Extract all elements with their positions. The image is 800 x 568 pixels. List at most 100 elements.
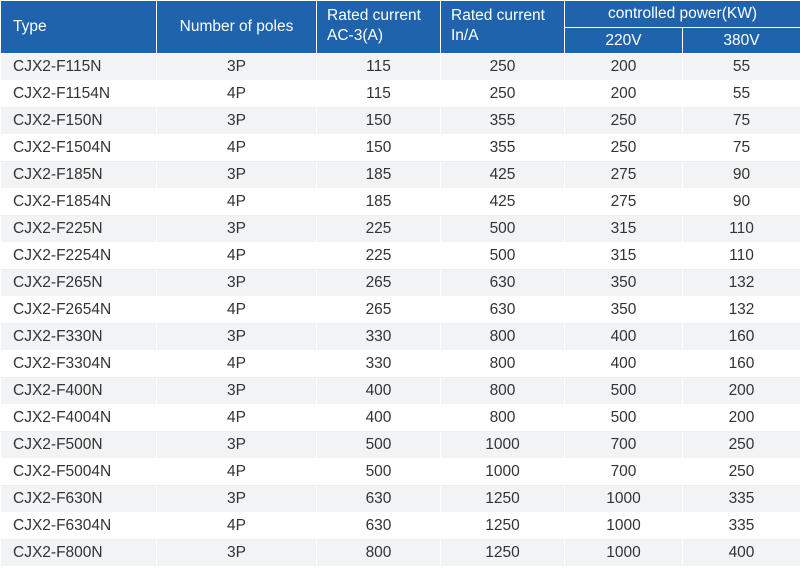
cell-rated-ac3: 330	[316, 323, 441, 351]
table-header: Type Number of poles Rated current AC-3(…	[0, 0, 800, 54]
cell-rated-ac3: 400	[316, 404, 441, 432]
cell-power-220v: 350	[564, 296, 683, 324]
table-row: CJX2-F150N 3P 150 355 250 75	[0, 107, 800, 135]
cell-power-380v: 75	[682, 107, 800, 135]
cell-rated-ac3: 225	[316, 242, 441, 270]
cell-type: CJX2-F630N	[0, 485, 157, 513]
cell-rated-in: 1250	[440, 512, 565, 540]
cell-rated-in: 250	[440, 80, 565, 108]
header-rated-in-line1: Rated current	[451, 7, 545, 24]
header-rated-in: Rated current In/A	[440, 0, 565, 54]
cell-poles: 3P	[156, 377, 317, 405]
cell-poles: 4P	[156, 350, 317, 378]
header-poles: Number of poles	[156, 0, 317, 54]
cell-type: CJX2-F2654N	[0, 296, 157, 324]
cell-poles: 3P	[156, 323, 317, 351]
cell-rated-ac3: 115	[316, 80, 441, 108]
cell-power-220v: 200	[564, 80, 683, 108]
cell-power-220v: 1000	[564, 539, 683, 567]
cell-rated-in: 630	[440, 269, 565, 297]
header-type: Type	[0, 0, 157, 54]
cell-power-380v: 160	[682, 323, 800, 351]
cell-type: CJX2-F5004N	[0, 458, 157, 486]
cell-power-380v: 200	[682, 377, 800, 405]
cell-rated-ac3: 330	[316, 350, 441, 378]
cell-power-220v: 400	[564, 350, 683, 378]
cell-poles: 4P	[156, 512, 317, 540]
cell-power-380v: 75	[682, 134, 800, 162]
cell-power-380v: 200	[682, 404, 800, 432]
cell-type: CJX2-F1154N	[0, 80, 157, 108]
cell-power-220v: 250	[564, 134, 683, 162]
cell-power-220v: 250	[564, 107, 683, 135]
cell-rated-in: 630	[440, 296, 565, 324]
cell-power-220v: 275	[564, 188, 683, 216]
cell-rated-in: 500	[440, 215, 565, 243]
cell-poles: 3P	[156, 215, 317, 243]
cell-rated-in: 800	[440, 350, 565, 378]
cell-power-380v: 335	[682, 485, 800, 513]
header-rated-in-line2: In/A	[451, 27, 479, 44]
cell-rated-ac3: 185	[316, 188, 441, 216]
table-row: CJX2-F630N 3P 630 1250 1000 335	[0, 485, 800, 513]
cell-power-380v: 132	[682, 269, 800, 297]
cell-poles: 4P	[156, 134, 317, 162]
cell-rated-in: 1250	[440, 539, 565, 567]
table-row: CJX2-F5004N 4P 500 1000 700 250	[0, 458, 800, 486]
cell-rated-ac3: 115	[316, 53, 441, 81]
cell-type: CJX2-F4004N	[0, 404, 157, 432]
cell-rated-ac3: 150	[316, 107, 441, 135]
table-row: CJX2-F500N 3P 500 1000 700 250	[0, 431, 800, 459]
table-body: CJX2-F115N 3P 115 250 200 55 CJX2-F1154N 4P 115 2…	[0, 53, 800, 567]
header-power-380v: 380V	[682, 27, 800, 54]
cell-rated-in: 250	[440, 53, 565, 81]
table-row: CJX2-F4004N 4P 400 800 500 200	[0, 404, 800, 432]
cell-poles: 4P	[156, 80, 317, 108]
cell-power-220v: 350	[564, 269, 683, 297]
cell-type: CJX2-F225N	[0, 215, 157, 243]
table-row: CJX2-F2254N 4P 225 500 315 110	[0, 242, 800, 270]
cell-rated-in: 500	[440, 242, 565, 270]
cell-rated-ac3: 500	[316, 458, 441, 486]
cell-rated-in: 800	[440, 323, 565, 351]
cell-power-220v: 275	[564, 161, 683, 189]
table-row: CJX2-F1504N 4P 150 355 250 75	[0, 134, 800, 162]
cell-poles: 4P	[156, 458, 317, 486]
cell-poles: 4P	[156, 242, 317, 270]
cell-power-380v: 250	[682, 458, 800, 486]
cell-power-220v: 1000	[564, 512, 683, 540]
header-rated-ac3-line2: AC-3(A)	[327, 27, 383, 44]
cell-power-380v: 110	[682, 242, 800, 270]
cell-power-380v: 250	[682, 431, 800, 459]
cell-poles: 3P	[156, 539, 317, 567]
cell-type: CJX2-F265N	[0, 269, 157, 297]
table-row: CJX2-F6304N 4P 630 1250 1000 335	[0, 512, 800, 540]
cell-rated-ac3: 185	[316, 161, 441, 189]
cell-poles: 4P	[156, 404, 317, 432]
cell-rated-ac3: 630	[316, 512, 441, 540]
cell-rated-ac3: 265	[316, 296, 441, 324]
cell-power-220v: 500	[564, 404, 683, 432]
cell-type: CJX2-F500N	[0, 431, 157, 459]
cell-power-380v: 110	[682, 215, 800, 243]
cell-rated-ac3: 500	[316, 431, 441, 459]
table-row: CJX2-F1854N 4P 185 425 275 90	[0, 188, 800, 216]
table-row: CJX2-F115N 3P 115 250 200 55	[0, 53, 800, 81]
cell-power-380v: 335	[682, 512, 800, 540]
cell-type: CJX2-F115N	[0, 53, 157, 81]
cell-rated-in: 355	[440, 107, 565, 135]
cell-poles: 4P	[156, 296, 317, 324]
cell-rated-ac3: 225	[316, 215, 441, 243]
table-row: CJX2-F2654N 4P 265 630 350 132	[0, 296, 800, 324]
cell-rated-in: 355	[440, 134, 565, 162]
table-row: CJX2-F400N 3P 400 800 500 200	[0, 377, 800, 405]
cell-type: CJX2-F2254N	[0, 242, 157, 270]
cell-poles: 3P	[156, 161, 317, 189]
cell-power-220v: 200	[564, 53, 683, 81]
cell-power-380v: 90	[682, 161, 800, 189]
table-row: CJX2-F225N 3P 225 500 315 110	[0, 215, 800, 243]
cell-power-380v: 55	[682, 80, 800, 108]
cell-rated-in: 425	[440, 161, 565, 189]
cell-power-380v: 400	[682, 539, 800, 567]
